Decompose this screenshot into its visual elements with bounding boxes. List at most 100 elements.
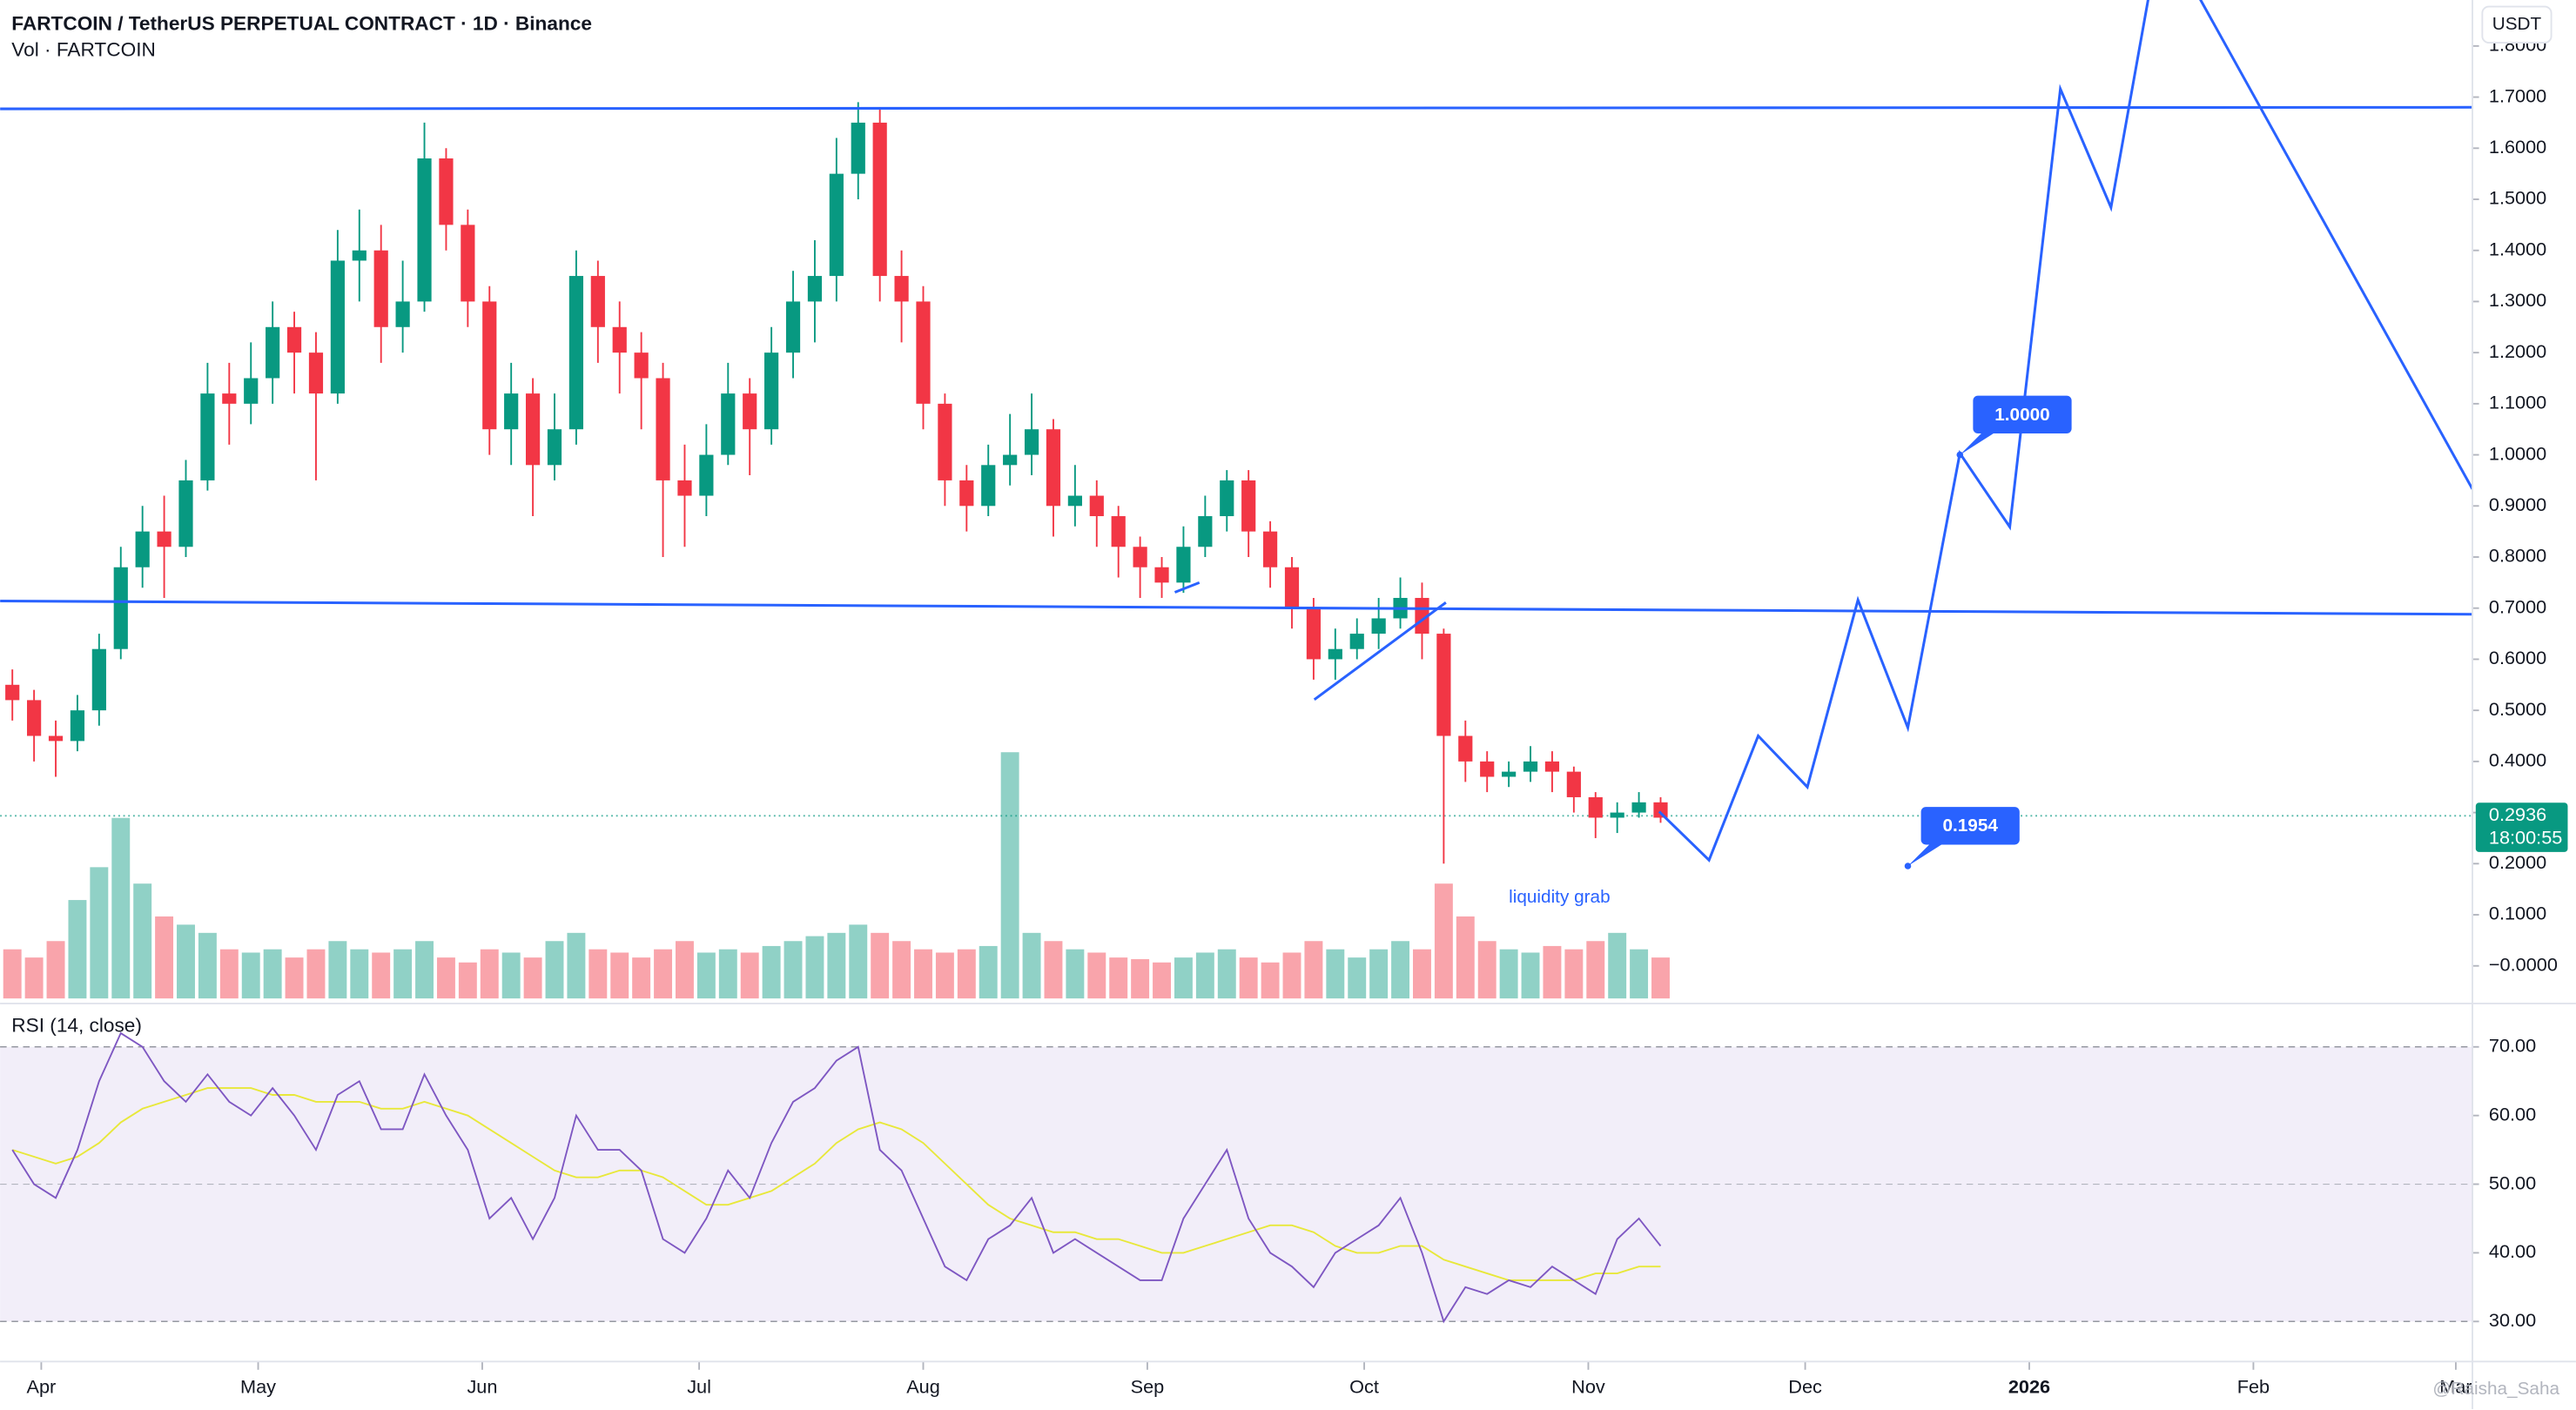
candle-body — [1024, 429, 1039, 455]
currency[interactable]: USDT — [2492, 14, 2542, 34]
volume-bar — [480, 949, 499, 999]
watermark: @Raisha_Saha — [2432, 1379, 2559, 1399]
volume-bar — [133, 883, 152, 999]
candle-body — [461, 225, 475, 302]
volume-bar — [1022, 932, 1041, 999]
candle-body — [27, 700, 42, 736]
volume-bar — [892, 941, 911, 999]
trend-drawing — [1174, 581, 1201, 594]
y-tick-label: 1.4000 — [2489, 238, 2546, 259]
x-tick-label: 2026 — [2008, 1375, 2050, 1397]
volume-bar — [632, 957, 651, 999]
price-callout — [1960, 432, 1996, 455]
volume-bar — [610, 952, 629, 999]
candle-body — [1653, 802, 1668, 818]
x-tick-label: Aug — [906, 1375, 940, 1397]
volume-bar — [935, 952, 954, 999]
candle-body — [1089, 495, 1104, 517]
candle-body — [1241, 480, 1256, 532]
volume-bar — [1000, 752, 1019, 999]
volume-bar — [1564, 949, 1584, 999]
candle-body — [1198, 516, 1213, 547]
x-tick-label: Feb — [2237, 1375, 2270, 1397]
candle-body — [1067, 495, 1082, 507]
volume-bar — [1044, 941, 1063, 999]
candle-body — [1480, 761, 1495, 777]
candle-body — [1631, 802, 1646, 813]
volume-bar — [1499, 949, 1518, 999]
candle-body — [1458, 735, 1473, 762]
candle-body — [1610, 812, 1624, 818]
candle-body — [807, 276, 823, 302]
x-tick-label: Oct — [1349, 1375, 1379, 1397]
volume-bar — [718, 949, 737, 999]
candle-body — [1566, 771, 1581, 797]
price-callout-label: 1.0000 — [1994, 405, 2049, 425]
volume-bar — [1304, 941, 1323, 999]
volume-bar — [1282, 952, 1301, 999]
candle-body — [1328, 648, 1342, 660]
candle-body — [1544, 761, 1560, 772]
candle-body — [1588, 796, 1603, 818]
candle-body — [244, 378, 259, 404]
volume-bar — [1369, 949, 1389, 999]
trend-drawing — [0, 105, 2473, 111]
volume-bar — [1651, 957, 1670, 999]
y-tick-label: 1.7000 — [2489, 84, 2546, 106]
candle-body — [286, 326, 302, 353]
volume-bar — [155, 916, 174, 999]
y-tick-label: 70.00 — [2489, 1035, 2536, 1057]
y-tick-label: 0.5000 — [2489, 698, 2546, 720]
candle-body — [504, 393, 519, 430]
candle-body — [417, 158, 432, 302]
candle-body — [48, 735, 64, 742]
volume-bar — [1477, 941, 1497, 999]
volume-bar — [1153, 962, 1171, 999]
countdown-label: 18:00:55 — [2489, 826, 2562, 848]
candle-body — [157, 531, 172, 547]
rsi-line — [11, 1031, 1662, 1324]
y-tick-label: 0.8000 — [2489, 545, 2546, 567]
candle-body — [482, 301, 497, 430]
volume-bar — [285, 957, 304, 999]
volume-title: Vol · FARTCOIN — [11, 38, 156, 60]
volume-bar — [1066, 949, 1085, 999]
y-tick-label: 1.3000 — [2489, 289, 2546, 311]
volume-bar — [784, 941, 803, 999]
candle-body — [916, 301, 931, 404]
volume-bar — [1217, 949, 1236, 999]
annotation: liquidity grab — [1509, 887, 1611, 907]
candle-body — [308, 352, 324, 394]
currency-box[interactable] — [2481, 5, 2552, 44]
candle-body — [959, 480, 974, 507]
volume-bar — [263, 949, 282, 999]
volume-bar — [676, 941, 694, 999]
volume-bar — [979, 945, 998, 999]
volume-bar — [1174, 957, 1193, 999]
x-tick-label: Jun — [467, 1375, 497, 1397]
candle-body — [1306, 608, 1322, 660]
candle-body — [439, 158, 454, 225]
candle-body — [568, 276, 584, 430]
candle-body — [612, 326, 627, 353]
candle-body — [894, 276, 909, 302]
volume-bar — [372, 952, 391, 999]
y-tick-label: 30.00 — [2489, 1309, 2536, 1331]
x-tick-label: Jul — [687, 1375, 711, 1397]
x-tick-label: Sep — [1131, 1375, 1165, 1397]
y-tick-label: 0.4000 — [2489, 749, 2546, 771]
y-tick-label: 1.1000 — [2489, 392, 2546, 413]
candle-body — [266, 326, 280, 379]
candle-body — [1523, 761, 1538, 772]
volume-bar — [1261, 962, 1280, 999]
volume-bar — [415, 941, 434, 999]
volume-bar — [740, 952, 759, 999]
candle-body — [200, 393, 215, 480]
y-tick-label: 0.2000 — [2489, 851, 2546, 873]
candle-body — [113, 567, 128, 649]
candle-body — [938, 403, 952, 480]
candle-body — [1415, 597, 1429, 634]
candle-body — [352, 250, 367, 261]
y-tick-label: 50.00 — [2489, 1172, 2536, 1193]
